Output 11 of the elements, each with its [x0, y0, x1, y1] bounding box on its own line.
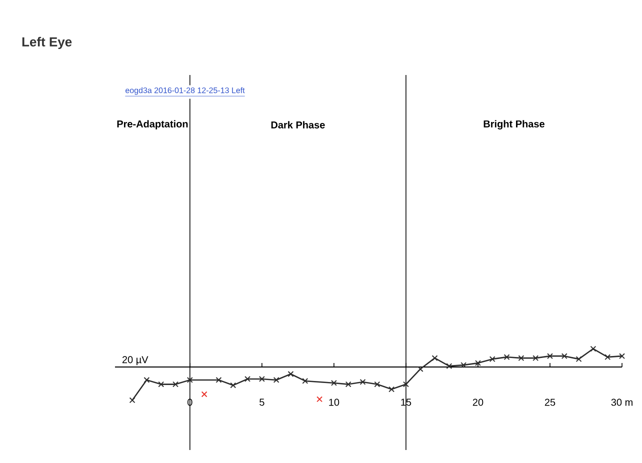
text: Bright Phase [484, 120, 544, 130]
chart-title: Left Eye [22, 36, 72, 50]
chart-subtitle: eogd3a 2016-01-28 12-25-13 Left [126, 87, 245, 95]
x-tick-label: 25 [544, 398, 556, 406]
x-tick-label: 30 m [611, 398, 632, 406]
text: Pre-Adaptation [117, 120, 188, 130]
text: Dark Phase [271, 121, 325, 128]
x-tick-label: 5 [260, 398, 264, 406]
annotation: 20 µV [122, 356, 148, 366]
x-tick-label: 10 [329, 398, 340, 406]
x-tick-label: 20 [472, 398, 484, 406]
